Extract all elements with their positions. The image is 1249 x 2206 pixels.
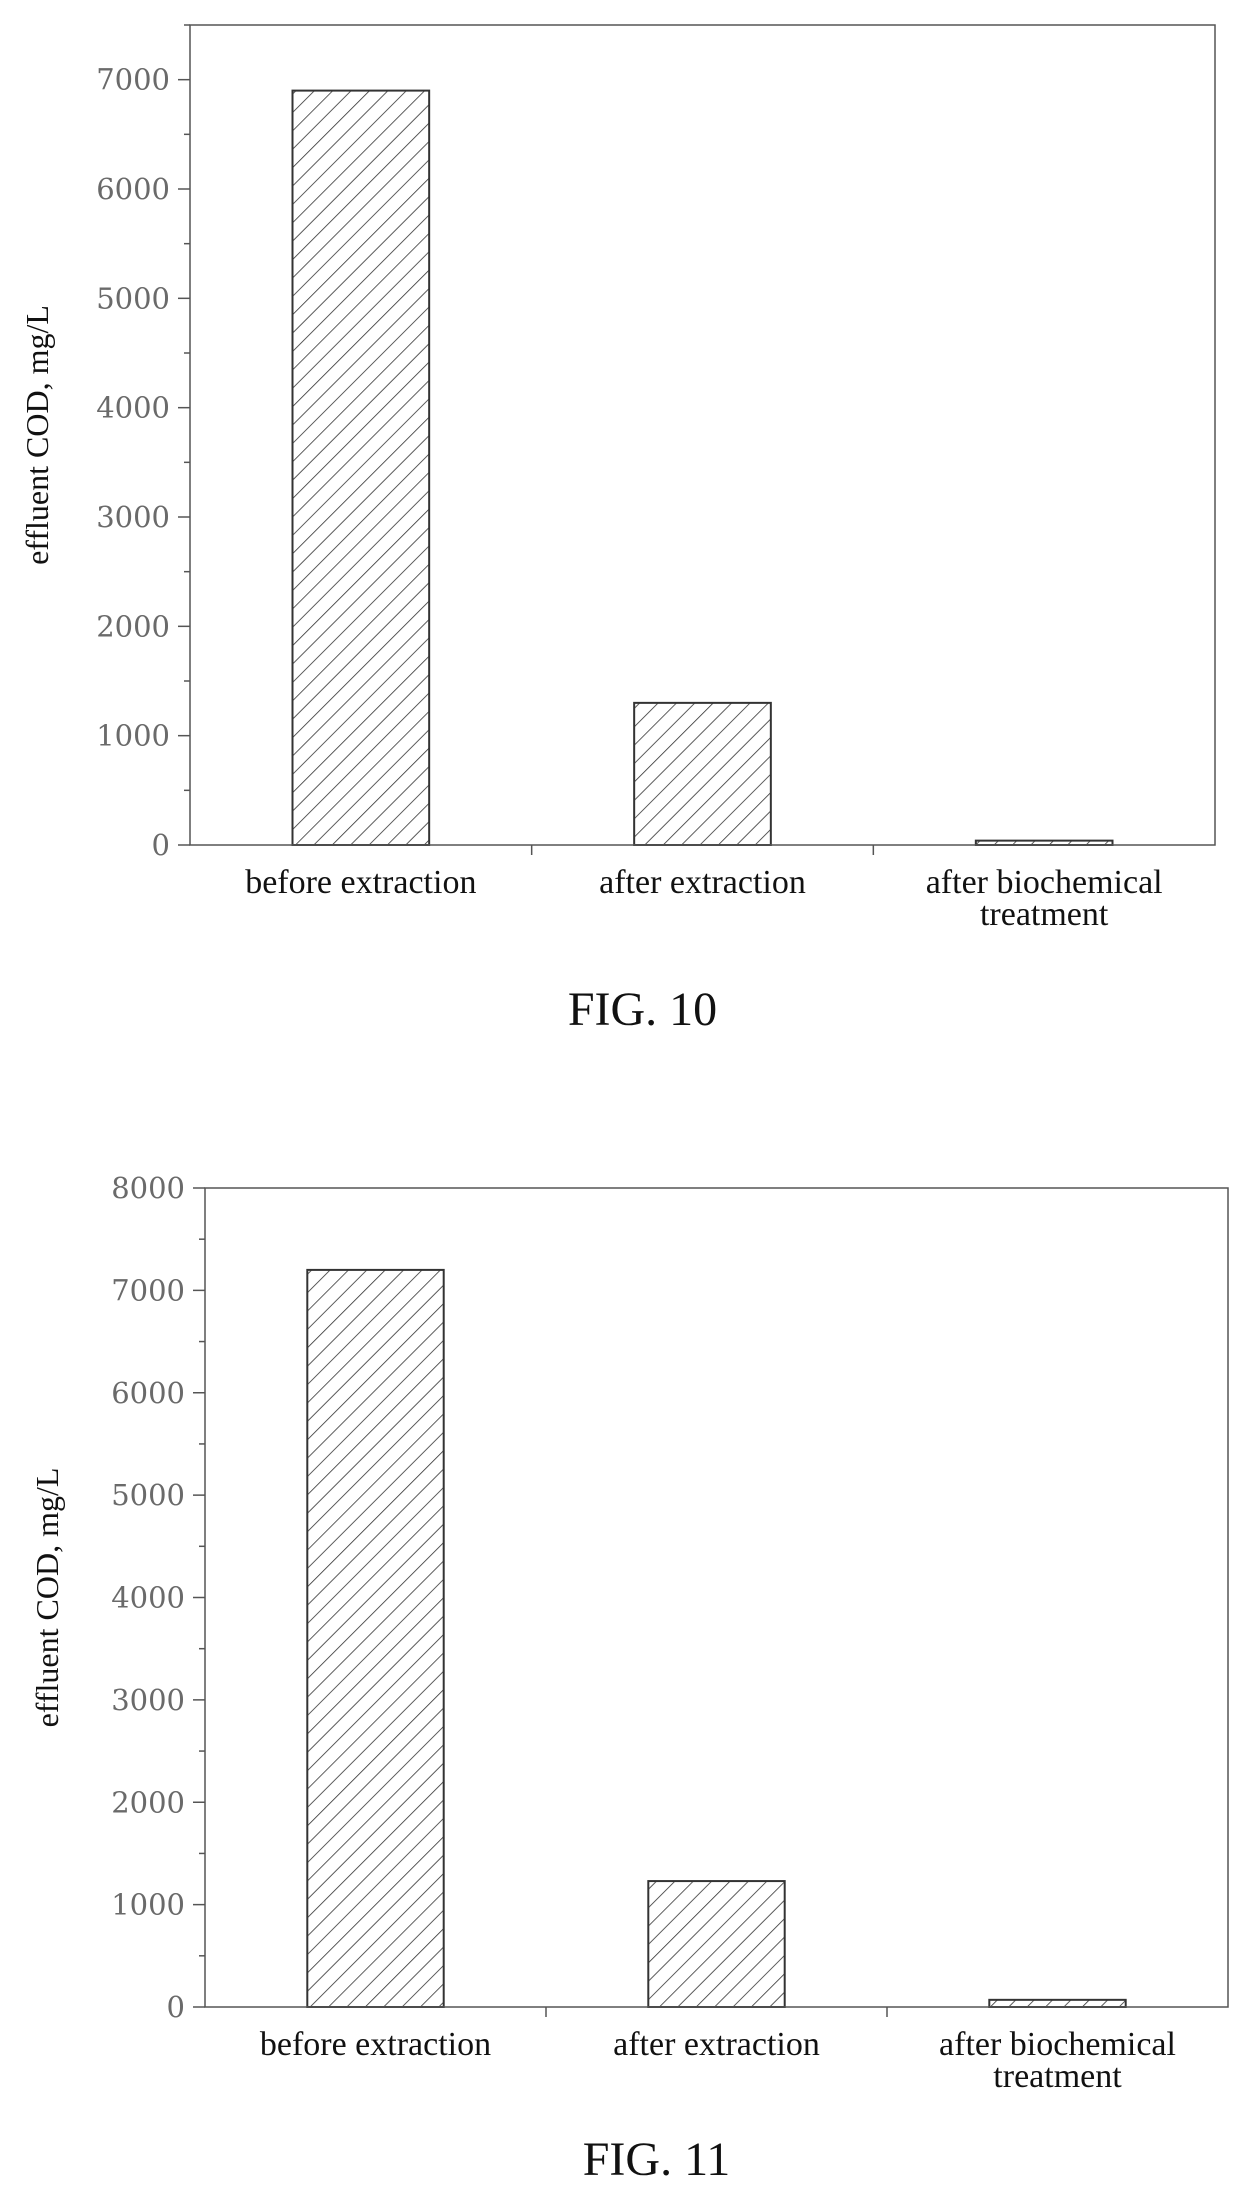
bar-after-extraction — [647, 1880, 786, 2008]
y-tick-label: 3000 — [96, 500, 170, 534]
y-tick-label: 6000 — [111, 1376, 185, 1410]
y-tick-label: 0 — [167, 1990, 185, 2024]
y-tick-label: 3000 — [111, 1683, 185, 1717]
y-tick-label: 1000 — [96, 719, 170, 753]
figure-caption: FIG. 11 — [583, 2133, 731, 2186]
x-tick-label: before extraction — [260, 2026, 491, 2063]
bar-after-extraction — [633, 701, 772, 846]
y-axis-title: effluent COD, mg/L — [19, 305, 55, 565]
chart-fig-11: 0 1000 2000 3000 4000 5000 6000 7000 8000 before… — [29, 1171, 1229, 2186]
plot-frame — [189, 24, 1216, 846]
y-axis-ticks: 0 1000 2000 3000 4000 5000 6000 7000 — [96, 24, 190, 862]
y-tick-label: 8000 — [111, 1171, 185, 1205]
y-tick-label: 0 — [152, 828, 170, 862]
bar-before-extraction — [291, 89, 431, 847]
bar-after-biochemical-treatment — [988, 1998, 1127, 2008]
figure-caption: FIG. 10 — [568, 983, 717, 1036]
y-tick-label: 7000 — [96, 63, 170, 97]
x-tick-label: after biochemical treatment — [939, 2026, 1176, 2095]
x-tick-label: before extraction — [245, 864, 476, 901]
x-tick-label: after extraction — [613, 2026, 820, 2063]
y-tick-label: 2000 — [111, 1785, 185, 1819]
bar-before-extraction — [306, 1268, 445, 2008]
x-tick-label: after biochemical treatment — [926, 864, 1163, 933]
bar-group — [291, 89, 1114, 847]
x-tick-label: after extraction — [599, 864, 806, 901]
y-axis-ticks: 0 1000 2000 3000 4000 5000 6000 7000 8000 — [111, 1171, 205, 2024]
y-tick-label: 5000 — [96, 281, 170, 315]
y-tick-label: 2000 — [96, 609, 170, 643]
x-axis-category-labels: before extraction after extraction after b… — [260, 2007, 1176, 2095]
y-tick-label: 5000 — [111, 1478, 185, 1512]
y-tick-label: 7000 — [111, 1273, 185, 1307]
y-tick-label: 1000 — [111, 1888, 185, 1922]
bar-group — [306, 1268, 1127, 2008]
y-tick-label: 4000 — [96, 391, 170, 425]
y-tick-label: 4000 — [111, 1581, 185, 1615]
y-tick-label: 6000 — [96, 172, 170, 206]
chart-fig-10: 0 1000 2000 3000 4000 5000 6000 7000 before ext… — [19, 24, 1216, 1036]
x-axis-category-labels: before extraction after extraction after b… — [245, 845, 1163, 933]
y-axis-title: effluent COD, mg/L — [29, 1468, 65, 1728]
